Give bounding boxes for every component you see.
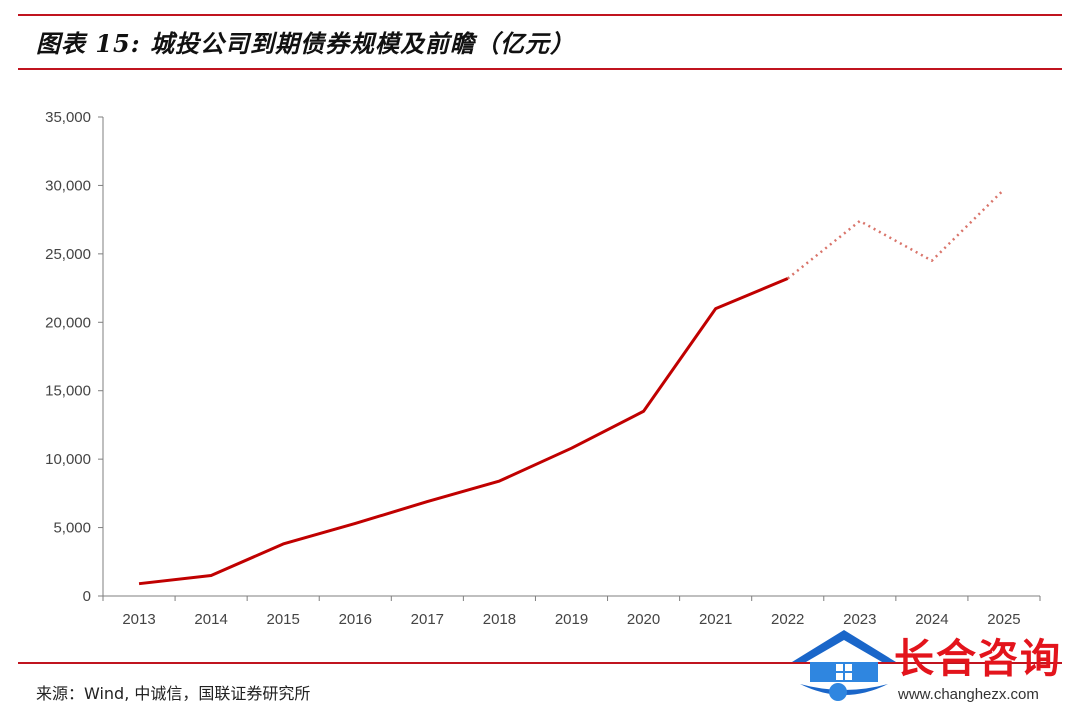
x-tick-label: 2017 bbox=[411, 611, 444, 628]
x-tick-label: 2024 bbox=[915, 611, 948, 628]
x-tick-label: 2022 bbox=[771, 611, 804, 628]
footer-rule bbox=[18, 662, 1062, 664]
y-tick-label: 25,000 bbox=[45, 246, 91, 263]
y-tick-label: 10,000 bbox=[45, 451, 91, 468]
source-note: 来源：Wind, 中诚信，国联证券研究所 bbox=[36, 684, 311, 703]
y-tick-label: 35,000 bbox=[45, 109, 91, 126]
x-tick-label: 2013 bbox=[122, 611, 155, 628]
y-tick-label: 0 bbox=[83, 588, 91, 605]
header-bottom-rule bbox=[18, 68, 1062, 70]
y-tick-label: 15,000 bbox=[45, 383, 91, 400]
x-tick-label: 2021 bbox=[699, 611, 732, 628]
actual-series-line bbox=[138, 277, 789, 586]
header-top-rule bbox=[18, 14, 1062, 16]
changhe-logo-icon bbox=[792, 630, 896, 701]
x-tick-label: 2015 bbox=[267, 611, 300, 628]
chart-title: 图表 15: 城投公司到期债券规模及前瞻（亿元） bbox=[36, 29, 575, 58]
y-tick-label: 20,000 bbox=[45, 314, 91, 331]
x-tick-label: 2019 bbox=[555, 611, 588, 628]
x-tick-label: 2023 bbox=[843, 611, 876, 628]
y-tick-label: 5,000 bbox=[53, 520, 91, 537]
logo-url: www.changhezx.com bbox=[898, 686, 1039, 703]
x-tick-label: 2018 bbox=[483, 611, 516, 628]
forecast-series-line bbox=[786, 188, 1005, 280]
y-tick-label: 30,000 bbox=[45, 177, 91, 194]
x-tick-label: 2025 bbox=[987, 611, 1020, 628]
x-tick-label: 2014 bbox=[194, 611, 227, 628]
x-tick-label: 2016 bbox=[339, 611, 372, 628]
x-tick-label: 2020 bbox=[627, 611, 660, 628]
logo-name: 长合咨询 bbox=[894, 636, 1062, 682]
